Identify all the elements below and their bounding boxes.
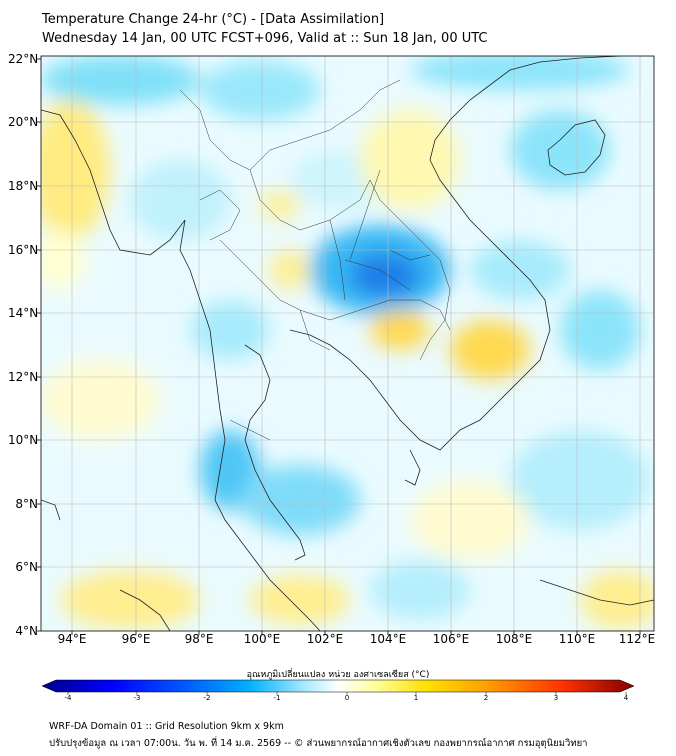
colorbar-tick-label: -2 xyxy=(203,694,211,702)
colorbar-tick-label: 4 xyxy=(623,694,629,702)
lat-label: 16°N xyxy=(8,243,39,257)
lon-label: 108°E xyxy=(495,632,533,646)
lat-label: 4°N xyxy=(15,624,38,638)
lat-label: 20°N xyxy=(8,115,39,129)
colorbar-tick-label: 0 xyxy=(344,694,350,702)
lon-label: 98°E xyxy=(184,632,214,646)
temperature-change-map xyxy=(37,55,655,695)
lon-label: 102°E xyxy=(306,632,344,646)
map-subtitle: Wednesday 14 Jan, 00 UTC FCST+096, Valid… xyxy=(42,31,488,46)
lon-label: 96°E xyxy=(121,632,151,646)
plot-frame xyxy=(40,55,655,632)
footer-model-info: WRF-DA Domain 01 :: Grid Resolution 9km … xyxy=(49,721,284,732)
footer-credit: ปรับปรุงข้อมูล ณ เวลา 07:00น. วัน พ. ที่… xyxy=(49,738,588,749)
colorbar-tick-label: 3 xyxy=(553,694,559,702)
lon-label: 110°E xyxy=(558,632,596,646)
colorbar-tick-label: -4 xyxy=(64,694,72,702)
coastlines xyxy=(41,56,654,631)
lon-label: 94°E xyxy=(57,632,87,646)
colorbar-title: อุณหภูมิเปลี่ยนแปลง หน่วย องศาเซลเซียส (… xyxy=(246,670,430,680)
gridlines xyxy=(41,56,654,631)
lat-label: 6°N xyxy=(15,560,38,574)
colorbar-ticks xyxy=(67,692,627,695)
lat-label: 8°N xyxy=(15,497,38,511)
lat-label: 12°N xyxy=(8,370,39,384)
lat-label: 22°N xyxy=(8,52,39,66)
lat-label: 18°N xyxy=(8,179,39,193)
map-title: Temperature Change 24-hr (°C) - [Data As… xyxy=(42,12,385,27)
lon-label: 112°E xyxy=(618,632,656,646)
colorbar-tick-label: -3 xyxy=(133,694,141,702)
colorbar-tick-label: -1 xyxy=(273,694,281,702)
lat-label: 14°N xyxy=(8,306,39,320)
lat-label: 10°N xyxy=(8,433,39,447)
colorbar-tick-label: 2 xyxy=(483,694,489,702)
lon-label: 104°E xyxy=(369,632,407,646)
colorbar-tick-label: 1 xyxy=(413,694,419,702)
lon-label: 106°E xyxy=(432,632,470,646)
colorbar xyxy=(41,679,635,693)
axis-ticks xyxy=(37,58,641,635)
country-borders xyxy=(179,79,451,441)
lon-label: 100°E xyxy=(243,632,281,646)
temperature-field xyxy=(41,56,654,631)
